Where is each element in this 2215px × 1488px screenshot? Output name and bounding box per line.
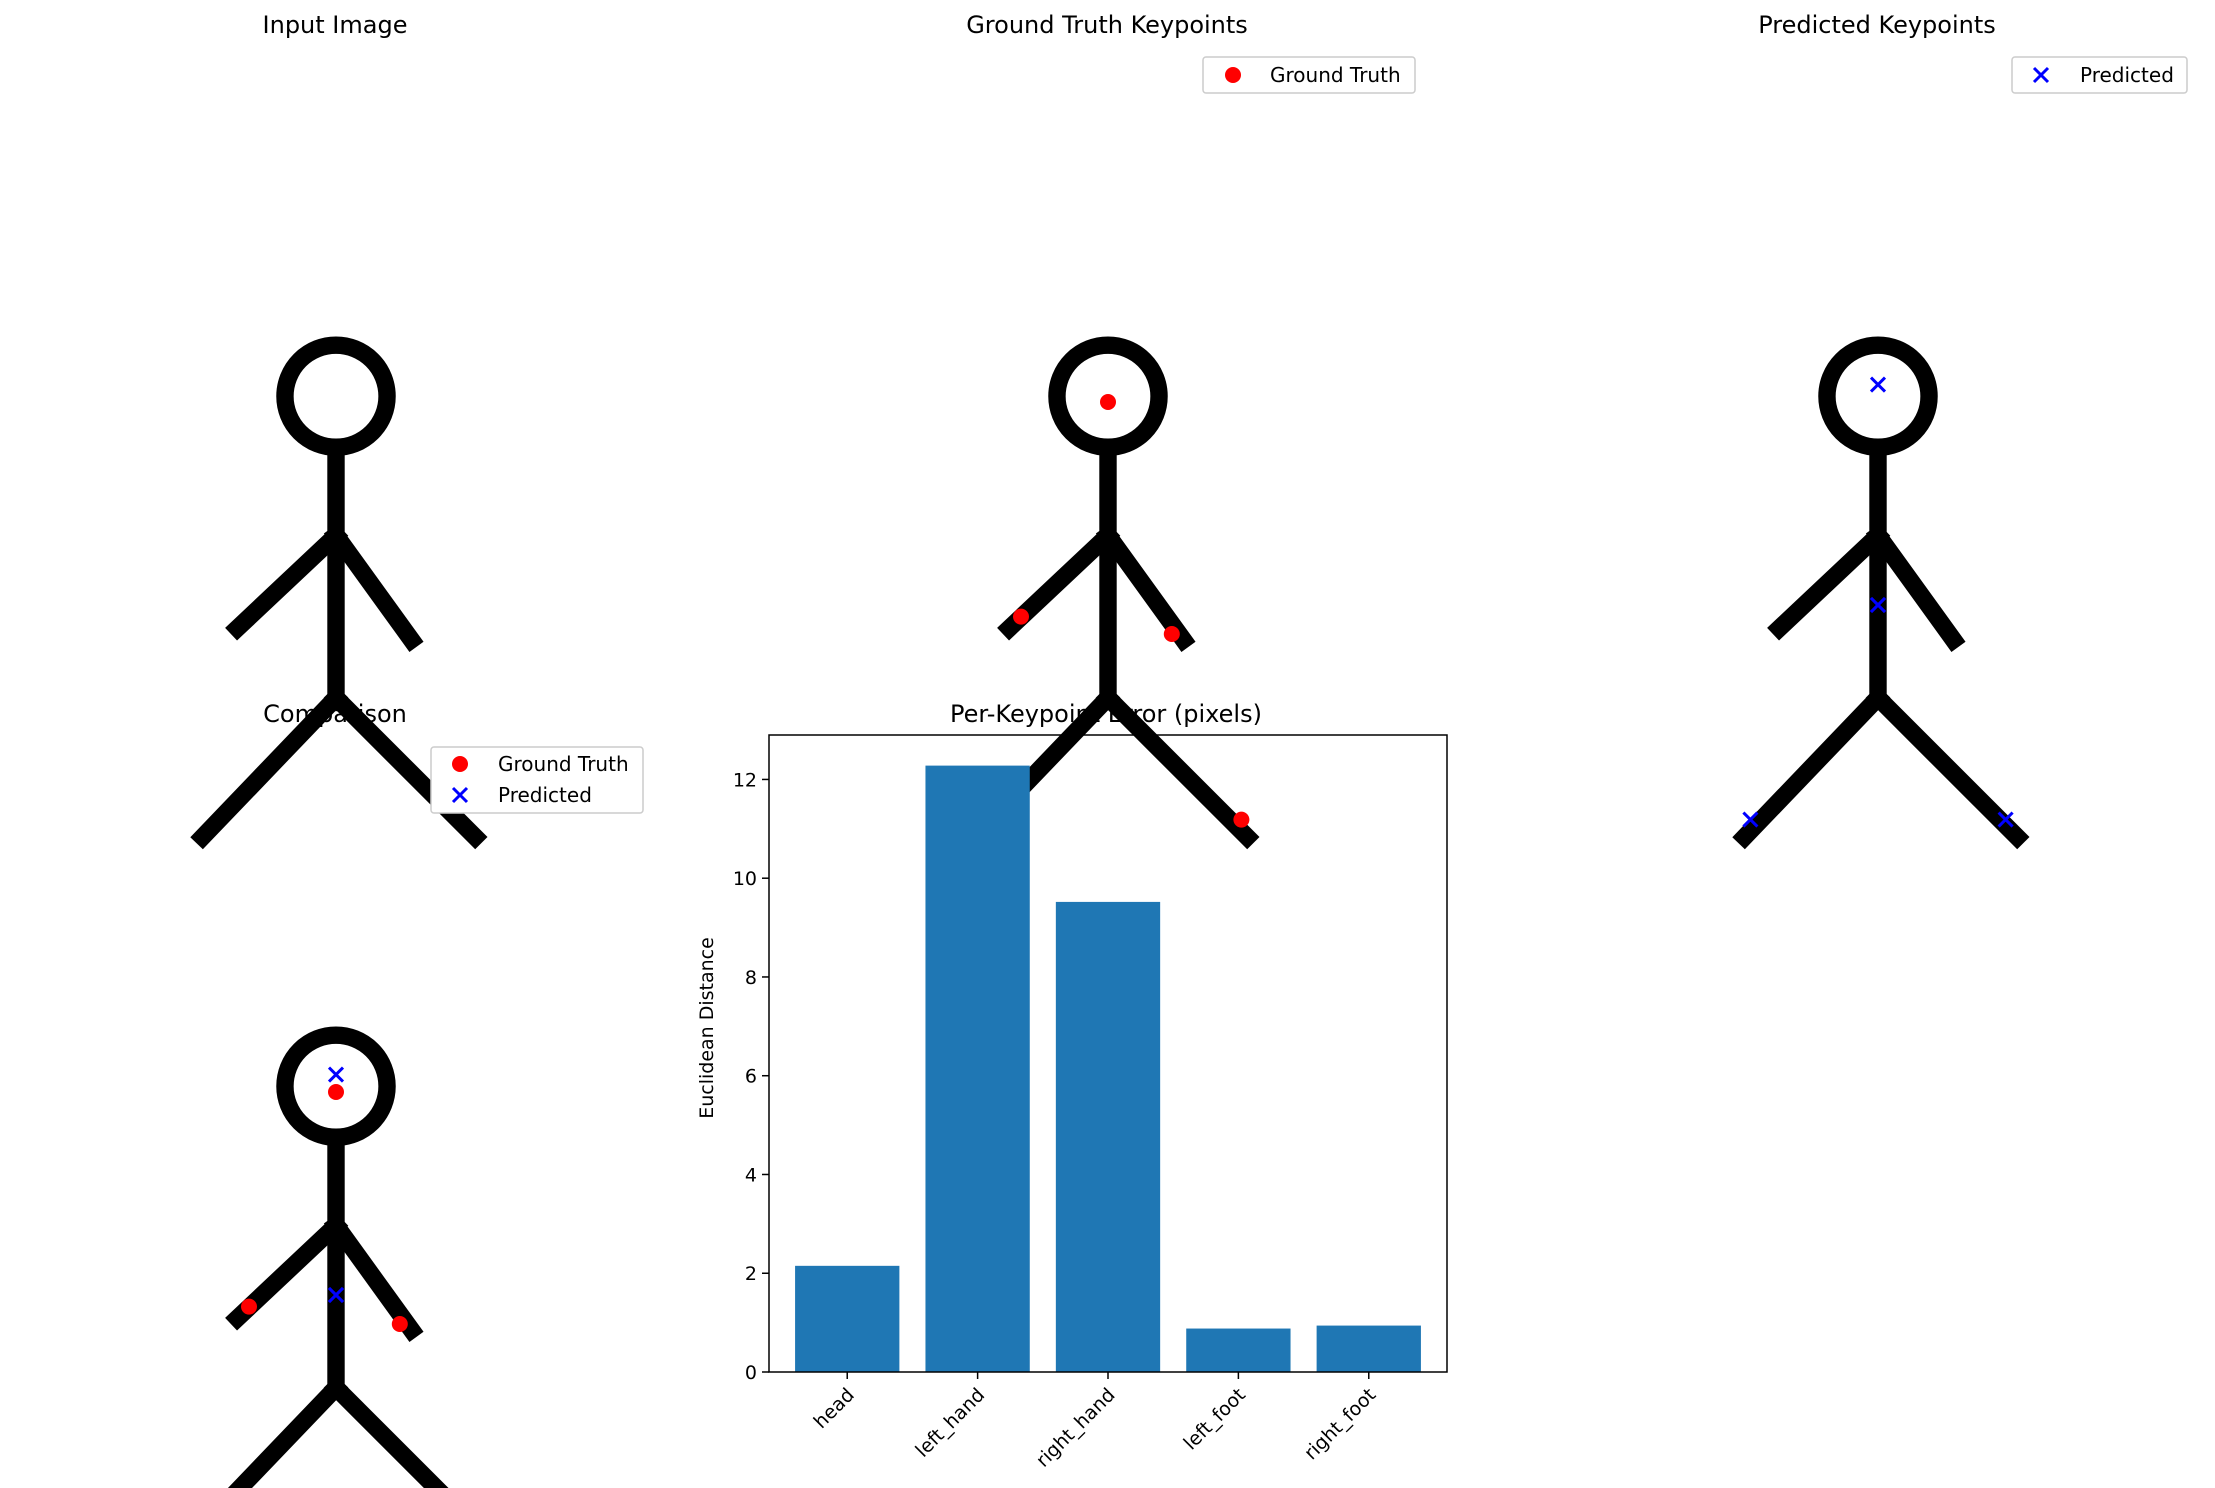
legend-gt-marker <box>1225 67 1241 83</box>
bar-chart: head left_hand right_hand left_foot right_fo… <box>733 734 1448 1472</box>
legend-gt-panel: Ground Truth <box>1202 56 1416 94</box>
figure-right-arm <box>1095 523 1196 652</box>
predicted-title: Predicted Keypoints <box>1758 11 1996 39</box>
pred-keypoint-left_foot <box>1742 811 1759 828</box>
figure-right-arm <box>1865 523 1966 652</box>
y-tick-label: 12 <box>733 769 757 791</box>
legend-cmp-pred-label: Predicted <box>498 783 592 807</box>
input-image-title: Input Image <box>263 11 408 39</box>
x-tick-label: left_hand <box>911 1384 989 1462</box>
legend-gt-label: Ground Truth <box>1270 63 1401 87</box>
bar-left_foot <box>1186 1328 1291 1372</box>
y-axis-label: Euclidean Distance <box>696 937 718 1119</box>
legend-pred-marker <box>2032 66 2050 84</box>
pred-keypoint-head <box>1869 376 1887 393</box>
stick-figure-pred <box>1732 336 2030 850</box>
figure-head <box>276 336 396 456</box>
y-tick-label: 2 <box>745 1263 757 1285</box>
pred-keypoint-right_hand <box>1869 596 1887 614</box>
x-tick-label: right_foot <box>1300 1384 1380 1464</box>
gt-keypoint-head <box>1100 394 1116 410</box>
figure-left-leg <box>190 685 349 850</box>
figure-right-leg <box>323 685 488 850</box>
legend-pred-label: Predicted <box>2080 63 2174 87</box>
y-tick-label: 6 <box>745 1066 757 1088</box>
x-tick-label: right_hand <box>1032 1384 1120 1472</box>
stick-figure-input <box>190 336 488 850</box>
legend-cmp-gt-label: Ground Truth <box>498 752 629 776</box>
y-tick-label: 10 <box>733 868 757 890</box>
figure-left-arm <box>225 523 349 641</box>
cmp-pred-keypoint-head <box>327 1066 345 1083</box>
cmp-gt-keypoint-head <box>328 1084 344 1100</box>
gt-keypoint-right_hand <box>1163 626 1180 642</box>
comparison-keypoints <box>241 1066 408 1332</box>
plot-frame <box>768 734 1448 1373</box>
figure-head <box>1818 336 1938 456</box>
stick-figure-gt <box>962 336 1260 850</box>
figure-right-leg <box>323 1375 449 1488</box>
pred-keypoints-panel <box>1742 376 2014 828</box>
figure-right-leg <box>1865 685 2030 850</box>
gt-keypoint-left_hand <box>1013 608 1029 625</box>
ground-truth-title: Ground Truth Keypoints <box>966 11 1248 39</box>
y-tick-label: 8 <box>745 967 757 989</box>
pred-keypoint-right_foot <box>1997 811 2014 828</box>
figure-right-arm <box>323 1213 424 1342</box>
bar-left_hand <box>925 765 1030 1372</box>
y-tick-label: 0 <box>745 1362 757 1384</box>
x-tick-label: head <box>810 1384 859 1433</box>
cmp-pred-keypoint-right_hand <box>327 1286 345 1304</box>
legend-comparison: Ground Truth Predicted <box>430 746 644 814</box>
y-tick-label: 4 <box>745 1164 757 1186</box>
bar-right_hand <box>1055 901 1161 1372</box>
figure-left-leg <box>1732 685 1891 850</box>
gt-keypoint-right_foot <box>1233 811 1250 828</box>
figure-left-leg <box>227 1375 349 1488</box>
figure-right-leg <box>1095 685 1260 850</box>
bar-right_foot <box>1316 1325 1421 1372</box>
legend-pred-panel: Predicted <box>2011 56 2188 94</box>
cmp-gt-keypoint-left_hand <box>241 1298 257 1315</box>
figure-right-arm <box>323 523 424 652</box>
gt-keypoints-panel <box>972 394 1250 828</box>
legend-cmp-gt-marker <box>452 756 468 772</box>
figure-left-arm <box>1767 523 1891 641</box>
stick-figure-comparison <box>225 1026 449 1488</box>
cmp-gt-keypoint-right_hand <box>391 1316 408 1332</box>
x-tick-label: left_foot <box>1179 1384 1249 1454</box>
legend-cmp-pred-marker <box>451 786 469 804</box>
bar-head <box>795 1265 900 1372</box>
